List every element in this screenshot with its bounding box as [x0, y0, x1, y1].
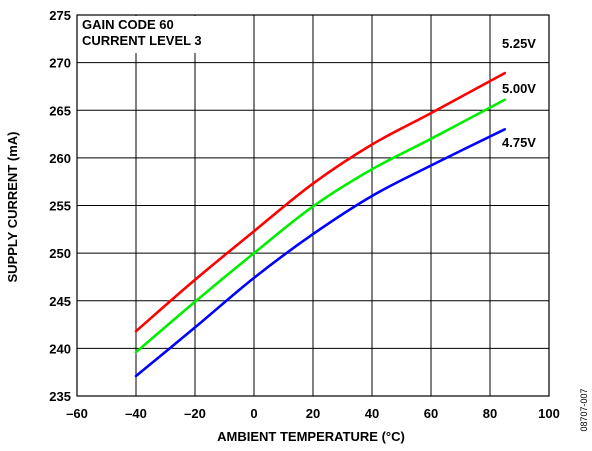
series-label-background: [500, 134, 544, 151]
series-label-background: [500, 35, 544, 52]
x-tick-label: 60: [424, 406, 438, 421]
x-tick-labels: –60 –40 –20 0 20 40 60 80 100: [66, 406, 560, 421]
series-label-5.25V: 5.25V: [502, 36, 536, 51]
y-axis-title: SUPPLY CURRENT (mA): [5, 132, 20, 283]
y-tick-label: 240: [49, 341, 71, 356]
y-tick-label: 265: [49, 103, 71, 118]
x-tick-label: 100: [538, 406, 560, 421]
series-label-5.00V: 5.00V: [502, 81, 536, 96]
annotation-current-level: CURRENT LEVEL 3: [82, 33, 202, 48]
annotation-gain-code: GAIN CODE 60: [82, 17, 174, 32]
annotation-background: [78, 16, 246, 53]
x-axis-title: AMBIENT TEMPERATURE (°C): [217, 429, 405, 444]
y-tick-label: 250: [49, 246, 71, 261]
annotation-box: GAIN CODE 60 CURRENT LEVEL 3: [78, 16, 246, 53]
x-tick-label: 20: [306, 406, 320, 421]
y-tick-label: 255: [49, 199, 71, 214]
x-tick-label: 0: [250, 406, 257, 421]
series-line-5.25V: [134, 71, 507, 333]
y-tick-label: 270: [49, 56, 71, 71]
y-tick-label: 235: [49, 389, 71, 404]
series-lines: [134, 71, 507, 378]
x-tick-label: 80: [483, 406, 497, 421]
y-tick-label: 260: [49, 151, 71, 166]
y-tick-labels: 235 240 245 250 255 260 265 270 275: [49, 8, 71, 404]
x-tick-label: –20: [184, 406, 206, 421]
series-line-4.75V: [134, 128, 507, 378]
y-tick-label: 275: [49, 8, 71, 23]
x-tick-label: 40: [365, 406, 379, 421]
series-label-4.75V: 4.75V: [502, 135, 536, 150]
series-label-background: [500, 80, 544, 97]
series-labels: 5.25V 5.00V 4.75V: [500, 35, 544, 151]
x-tick-label: –40: [125, 406, 147, 421]
y-tick-label: 245: [49, 294, 71, 309]
series-line-5.00V: [134, 98, 507, 354]
figure-id: 08707-007: [579, 388, 589, 431]
plot-frame: [76, 14, 550, 397]
x-tick-label: –60: [66, 406, 88, 421]
